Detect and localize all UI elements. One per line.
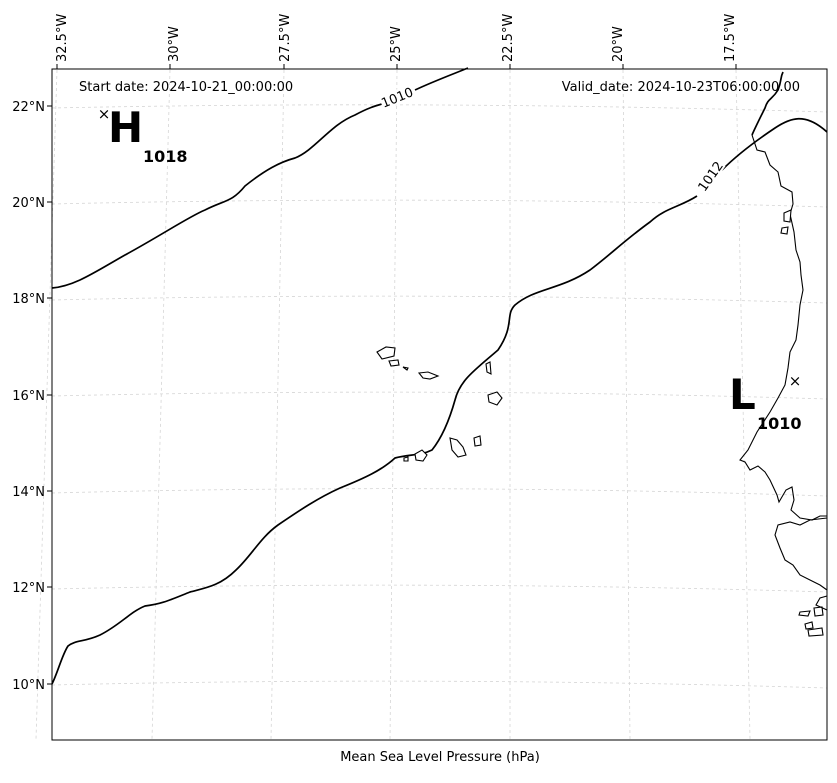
lon-label-27-5w: 27.5°W bbox=[278, 14, 293, 62]
isobar-1010-north bbox=[51, 103, 383, 289]
isobar-1012 bbox=[51, 195, 698, 685]
svg-text:1012: 1012 bbox=[696, 159, 727, 195]
island-sao-vicente bbox=[388, 359, 400, 367]
high-center-marker-icon: × bbox=[98, 105, 111, 123]
isobar-lines bbox=[51, 67, 828, 685]
lon-label-20w: 20°W bbox=[611, 26, 626, 62]
isobar-1010-north-tail bbox=[414, 67, 469, 91]
lat-tick-labels: 22°N 20°N 18°N 16°N 14°N 12°N 10°N bbox=[12, 100, 45, 693]
lat-label-14n: 14°N bbox=[12, 485, 45, 500]
coastlines bbox=[376, 134, 828, 637]
lon-label-25w: 25°W bbox=[389, 26, 404, 62]
low-pressure-center: × L 1010 bbox=[729, 370, 802, 433]
island-bijagos-d bbox=[807, 627, 824, 637]
island-santo-antao bbox=[376, 346, 396, 360]
lat-label-16n: 16°N bbox=[12, 389, 45, 404]
isobar-1012-east bbox=[721, 117, 828, 171]
map-frame bbox=[51, 68, 828, 741]
coast-gambia-guinea bbox=[774, 517, 828, 591]
lat-label-22n: 22°N bbox=[12, 100, 45, 115]
low-letter: L bbox=[729, 370, 756, 419]
island-bijagos-c bbox=[804, 621, 814, 630]
isobar-east-edge bbox=[751, 71, 784, 136]
island-sao-nicolau bbox=[417, 371, 440, 380]
high-letter: H bbox=[108, 103, 143, 152]
lat-ticks bbox=[47, 105, 52, 685]
high-pressure-center: × H 1018 bbox=[98, 103, 188, 166]
island-santa-luzia bbox=[402, 366, 409, 371]
low-center-marker-icon: × bbox=[789, 372, 802, 390]
island-coast-south bbox=[815, 595, 828, 611]
island-sal bbox=[485, 361, 492, 375]
lon-ticks bbox=[56, 64, 737, 69]
valid-date-label: Valid_date: 2024-10-23T06:00:00.00 bbox=[562, 80, 800, 95]
contour-label-1012: 1012 bbox=[694, 158, 727, 195]
island-bijagos-a bbox=[798, 610, 811, 617]
start-date-label: Start date: 2024-10-21_00:00:00 bbox=[79, 80, 293, 95]
island-santiago bbox=[449, 437, 467, 458]
graticule bbox=[35, 69, 828, 740]
island-maio bbox=[473, 435, 482, 447]
low-value: 1010 bbox=[757, 414, 802, 433]
x-axis-label: Mean Sea Level Pressure (hPa) bbox=[340, 750, 540, 765]
coast-west-africa bbox=[739, 134, 827, 521]
lon-label-17-5w: 17.5°W bbox=[723, 14, 738, 62]
island-bijagos-b bbox=[813, 606, 824, 617]
lon-label-22-5w: 22.5°W bbox=[501, 14, 516, 62]
island-brava bbox=[403, 456, 409, 462]
lat-label-20n: 20°N bbox=[12, 196, 45, 211]
lon-label-30w: 30°W bbox=[167, 26, 182, 62]
lon-tick-labels: 32.5°W 30°W 27.5°W 25°W 22.5°W 20°W 17.5… bbox=[55, 14, 738, 62]
island-canary-1 bbox=[783, 209, 792, 223]
high-value: 1018 bbox=[143, 147, 188, 166]
svg-text:1010: 1010 bbox=[379, 85, 415, 111]
lat-label-12n: 12°N bbox=[12, 581, 45, 596]
lat-label-18n: 18°N bbox=[12, 292, 45, 307]
lon-label-32-5w: 32.5°W bbox=[55, 14, 70, 62]
island-boa-vista bbox=[487, 391, 503, 406]
lat-label-10n: 10°N bbox=[12, 678, 45, 693]
island-fogo bbox=[414, 449, 428, 462]
island-canary-2 bbox=[780, 226, 789, 235]
